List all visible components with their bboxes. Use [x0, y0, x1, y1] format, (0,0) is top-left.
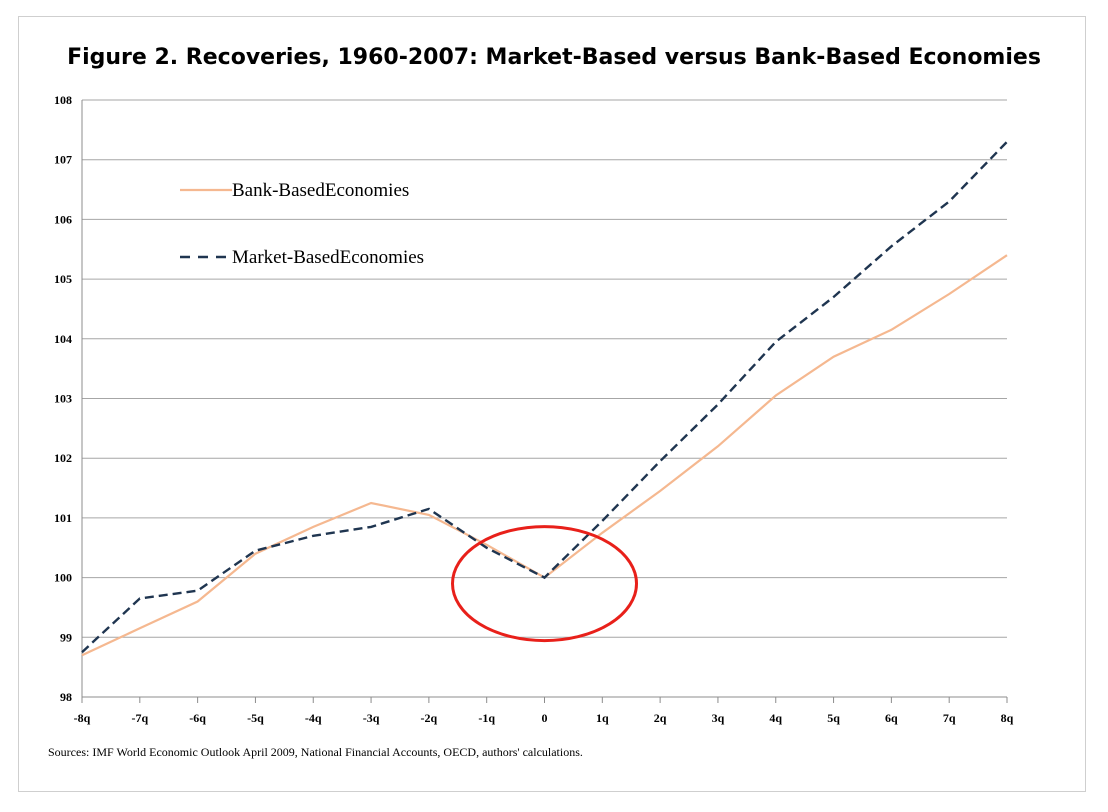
x-tick-label: -1q: [478, 711, 495, 725]
y-tick-label: 105: [54, 272, 72, 286]
gridlines: [82, 99, 1007, 698]
x-axis-ticks: -8q -7q -6q -5q -4q -3q -2q -1q 0 1q 2q 3q 4q 5q 6q 7q 8…: [74, 697, 1014, 725]
y-tick-label: 99: [60, 630, 72, 644]
x-tick-label: 6q: [885, 711, 898, 725]
annotation-layer: [451, 525, 638, 643]
x-tick-label: -4q: [305, 711, 322, 725]
x-tick-label: 3q: [712, 711, 725, 725]
source-note: Sources: IMF World Economic Outlook Apri…: [48, 745, 583, 759]
y-tick-label: 100: [54, 571, 72, 585]
x-tick-label: 2q: [654, 711, 667, 725]
y-tick-label: 102: [54, 451, 72, 465]
y-tick-label: 98: [60, 690, 72, 704]
series-line-market-based: [81, 140, 1008, 654]
x-tick-label: 8q: [1001, 711, 1014, 725]
x-tick-label: 5q: [827, 711, 840, 725]
x-tick-label: -8q: [74, 711, 91, 725]
y-tick-label: 103: [54, 392, 72, 406]
highlight-circle: [451, 525, 638, 643]
series-lines: [81, 140, 1008, 657]
chart-frame: [18, 16, 1086, 792]
x-tick-label: -5q: [247, 711, 264, 725]
legend-label: Market-BasedEconomies: [232, 247, 424, 268]
legend-label: Bank-BasedEconomies: [232, 180, 409, 201]
x-tick-label: 0: [542, 711, 548, 725]
chart-title: Figure 2. Recoveries, 1960-2007: Market-…: [67, 45, 1041, 70]
y-tick-label: 106: [54, 212, 72, 226]
y-tick-label: 101: [54, 511, 72, 525]
x-tick-label: -2q: [421, 711, 438, 725]
y-tick-label: 104: [54, 332, 72, 346]
x-tick-label: 1q: [596, 711, 609, 725]
y-tick-label: 107: [54, 153, 72, 167]
x-tick-label: 4q: [769, 711, 782, 725]
x-tick-label: -3q: [363, 711, 380, 725]
axes: [81, 100, 1007, 698]
x-tick-label: 7q: [943, 711, 956, 725]
x-tick-label: -6q: [189, 711, 206, 725]
series-line-bank-based: [81, 254, 1008, 657]
y-axis-ticks: 98 99 100 101 102 103 104 105 106 107 108: [54, 93, 72, 704]
x-tick-label: -7q: [131, 711, 148, 725]
y-tick-label: 108: [54, 93, 72, 107]
legend: Bank-BasedEconomies Market-BasedEconomies: [180, 180, 424, 268]
